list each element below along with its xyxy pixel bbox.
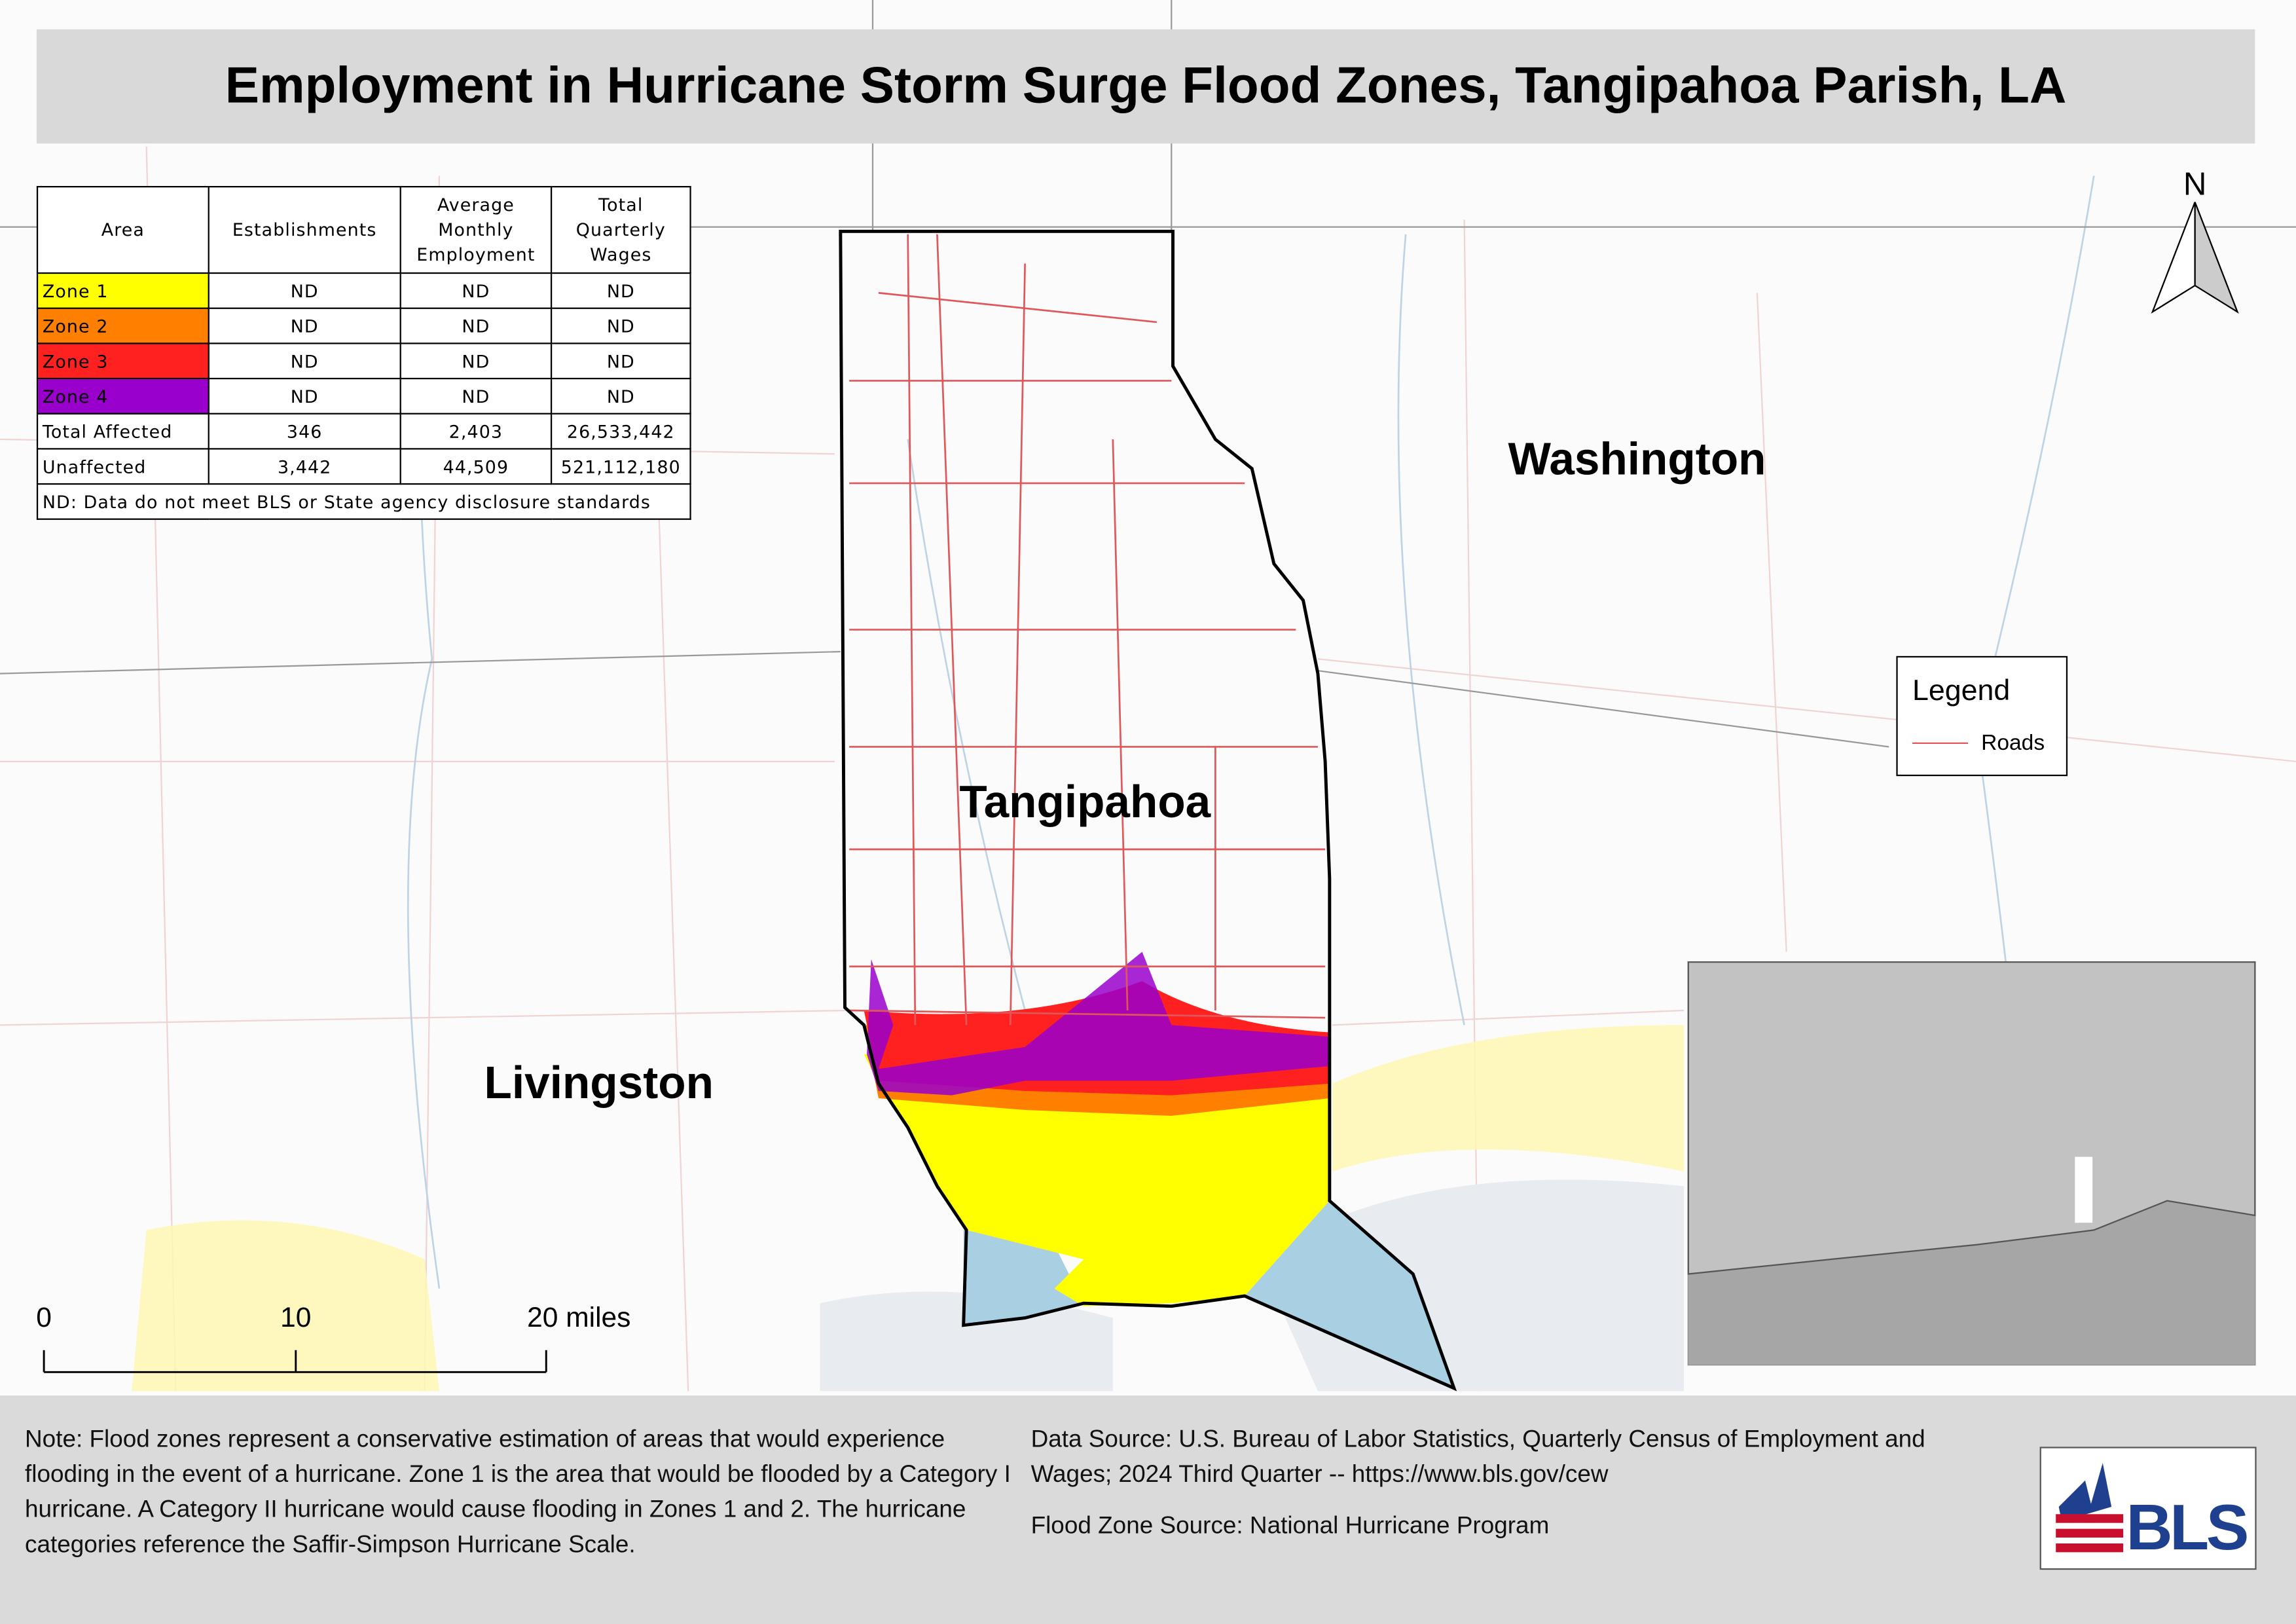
table-cell: ND [399, 377, 553, 415]
inset-louisiana [1687, 961, 2256, 1275]
table-header: Area Establishments Average Monthly Empl… [36, 185, 691, 274]
outer-flood-zones [132, 1025, 1685, 1392]
table-cell: ND [208, 272, 401, 309]
table-cell: 2,403 [399, 413, 553, 450]
table-row: Total Affected 346 2,403 26,533,442 [36, 413, 691, 450]
footer: Note: Flood zones represent a conservati… [0, 1395, 2296, 1624]
flood-zone-source: Flood Zone Source: National Hurricane Pr… [1030, 1512, 1550, 1540]
row-label: Zone 2 [36, 307, 210, 344]
table-cell: 44,509 [399, 448, 553, 485]
header-cell: Area [36, 185, 210, 274]
table-cell: ND [550, 307, 691, 344]
table-cell: ND [399, 272, 553, 309]
notes: Note: Flood zones represent a conservati… [25, 1426, 1011, 1559]
parish-outline [839, 229, 1457, 1392]
table-row: Zone 1 ND ND ND [36, 272, 691, 309]
county-label: Washington [1508, 434, 1766, 485]
table-cell: ND [399, 342, 553, 380]
row-label: Total Affected [36, 413, 210, 450]
table-cell: 3,442 [208, 448, 401, 485]
legend-title: Legend [1912, 674, 2011, 708]
flood-zone-4 [867, 951, 1330, 1096]
table-footnote: ND: Data do not meet BLS or State agency… [36, 483, 691, 520]
north-arrow [2151, 202, 2239, 314]
legend-swatch [1912, 742, 1968, 744]
parish-roads [849, 234, 1326, 1025]
logo-text: BLS [2126, 1492, 2250, 1564]
scale-label: 0 [36, 1302, 52, 1333]
flood-zone-1 [864, 1054, 1330, 1306]
row-label: Unaffected [36, 448, 210, 485]
rivers [407, 175, 2095, 1289]
county-label: Livingston [484, 1057, 714, 1108]
header-cell: Total Quarterly Wages [550, 185, 691, 274]
row-label: Zone 3 [36, 342, 210, 380]
north-label: N [2183, 166, 2207, 202]
logo-graphic [2056, 1462, 2124, 1553]
title: Employment in Hurricane Storm Surge Floo… [36, 29, 2255, 144]
legend: Legend Roads [1896, 655, 2068, 777]
row-label: Zone 4 [36, 377, 210, 415]
table-cell: ND [399, 307, 553, 344]
scale-label: 20 miles [527, 1302, 630, 1333]
table-cell: ND [550, 377, 691, 415]
table-row: Zone 3 ND ND ND [36, 342, 691, 380]
lake [963, 1200, 1454, 1388]
row-label: Zone 1 [36, 272, 210, 309]
data-source: Data Source: U.S. Bureau of Labor Statis… [1030, 1426, 1925, 1488]
table-body: Zone 1 ND ND ND Zone 2 ND ND ND Zone 3 ND ND ND Zone… [36, 272, 691, 485]
table-row: Zone 2 ND ND ND [36, 307, 691, 344]
header-cell: Average Monthly Employment [399, 185, 553, 274]
table-row: Unaffected 3,442 44,509 521,112,180 [36, 448, 691, 485]
water-outside [820, 1179, 1685, 1392]
table-cell: 521,112,180 [550, 448, 691, 485]
table-cell: ND [208, 377, 401, 415]
table-cell: ND [208, 307, 401, 344]
table-footnote-row: ND: Data do not meet BLS or State agency… [36, 483, 691, 520]
legend-item: Roads [1981, 730, 2045, 756]
table-cell: 26,533,442 [550, 413, 691, 450]
table-cell: ND [550, 272, 691, 309]
scale-bar [43, 1350, 547, 1373]
county-label: Tangipahoa [959, 776, 1211, 827]
table-cell: ND [208, 342, 401, 380]
table-cell: 346 [208, 413, 401, 450]
scale-label: 10 [280, 1302, 311, 1333]
table-row: Zone 4 ND ND ND [36, 377, 691, 415]
inset-highlight [2075, 1156, 2093, 1223]
data-table: Area Establishments Average Monthly Empl… [36, 185, 691, 520]
logo: BLS [2039, 1447, 2257, 1570]
table-cell: ND [550, 342, 691, 380]
header-cell: Establishments [208, 185, 401, 274]
